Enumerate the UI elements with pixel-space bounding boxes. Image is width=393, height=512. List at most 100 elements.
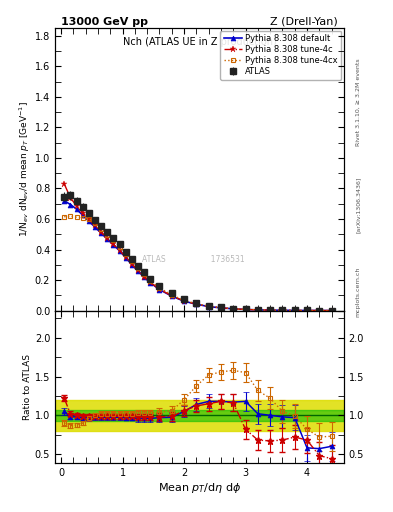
X-axis label: Mean $p_{T}$/d$\eta$ d$\phi$: Mean $p_{T}$/d$\eta$ d$\phi$	[158, 481, 241, 495]
Pythia 8.308 default	[292, 307, 297, 313]
Pythia 8.308 tune-4c	[68, 195, 73, 201]
Pythia 8.308 default	[136, 268, 140, 274]
Pythia 8.308 tune-4c	[255, 307, 260, 313]
Pythia 8.308 tune-4c	[93, 222, 97, 228]
Pythia 8.308 tune-4cx	[86, 216, 91, 222]
Pythia 8.308 tune-4cx	[317, 307, 321, 313]
Pythia 8.308 tune-4cx	[117, 243, 122, 249]
Pythia 8.308 default	[268, 307, 272, 313]
Pythia 8.308 tune-4cx	[148, 278, 152, 284]
Pythia 8.308 tune-4cx	[93, 220, 97, 226]
Pythia 8.308 tune-4c	[62, 181, 66, 187]
Line: Pythia 8.308 tune-4c: Pythia 8.308 tune-4c	[61, 180, 335, 314]
Pythia 8.308 default	[157, 287, 162, 293]
Pythia 8.308 default	[62, 198, 66, 204]
Pythia 8.308 default	[148, 280, 152, 286]
Text: Nch (ATLAS UE in Z production): Nch (ATLAS UE in Z production)	[123, 37, 276, 47]
Pythia 8.308 tune-4cx	[243, 306, 248, 312]
Pythia 8.308 tune-4c	[329, 308, 334, 314]
Pythia 8.308 tune-4c	[105, 235, 110, 241]
Pythia 8.308 tune-4c	[268, 307, 272, 313]
Pythia 8.308 default	[231, 306, 236, 312]
Pythia 8.308 default	[68, 201, 73, 207]
Pythia 8.308 tune-4cx	[268, 307, 272, 313]
Pythia 8.308 default	[93, 224, 97, 230]
Y-axis label: 1/N$_{ev}$ dN$_{ev}$/d mean $p_{T}$ [GeV$^{-1}$]: 1/N$_{ev}$ dN$_{ev}$/d mean $p_{T}$ [GeV…	[18, 101, 32, 238]
Pythia 8.308 tune-4cx	[206, 303, 211, 309]
Pythia 8.308 default	[280, 307, 285, 313]
Pythia 8.308 tune-4c	[243, 306, 248, 312]
Pythia 8.308 tune-4cx	[231, 306, 236, 312]
Pythia 8.308 tune-4cx	[142, 271, 147, 278]
Pythia 8.308 tune-4c	[142, 274, 147, 280]
Pythia 8.308 tune-4cx	[105, 231, 110, 238]
Legend: Pythia 8.308 default, Pythia 8.308 tune-4c, Pythia 8.308 tune-4cx, ATLAS: Pythia 8.308 default, Pythia 8.308 tune-…	[220, 31, 342, 79]
Pythia 8.308 tune-4cx	[219, 305, 223, 311]
Pythia 8.308 tune-4cx	[280, 307, 285, 313]
Pythia 8.308 tune-4c	[231, 306, 236, 312]
Pythia 8.308 default	[142, 274, 147, 280]
Pythia 8.308 default	[243, 306, 248, 312]
Pythia 8.308 default	[206, 304, 211, 310]
Y-axis label: Ratio to ATLAS: Ratio to ATLAS	[23, 354, 32, 420]
Pythia 8.308 default	[117, 248, 122, 254]
Pythia 8.308 tune-4c	[206, 303, 211, 309]
Pythia 8.308 tune-4c	[280, 307, 285, 313]
Pythia 8.308 default	[111, 242, 116, 248]
Pythia 8.308 tune-4c	[117, 247, 122, 253]
Pythia 8.308 default	[182, 298, 186, 304]
Pythia 8.308 default	[129, 262, 134, 268]
Pythia 8.308 tune-4c	[86, 216, 91, 222]
Pythia 8.308 tune-4c	[123, 254, 128, 260]
Pythia 8.308 tune-4cx	[169, 292, 174, 298]
Pythia 8.308 tune-4cx	[136, 265, 140, 271]
Pythia 8.308 tune-4c	[129, 261, 134, 267]
Pythia 8.308 tune-4cx	[129, 258, 134, 264]
Pythia 8.308 default	[169, 293, 174, 299]
Pythia 8.308 tune-4cx	[80, 215, 85, 221]
Text: [arXiv:1306.3436]: [arXiv:1306.3436]	[356, 177, 361, 233]
Pythia 8.308 tune-4cx	[99, 225, 103, 231]
Pythia 8.308 tune-4c	[148, 280, 152, 286]
Pythia 8.308 tune-4cx	[62, 214, 66, 220]
Pythia 8.308 tune-4cx	[157, 285, 162, 291]
Pythia 8.308 tune-4c	[194, 301, 199, 307]
Pythia 8.308 tune-4c	[111, 241, 116, 247]
Pythia 8.308 tune-4c	[305, 307, 309, 313]
Pythia 8.308 tune-4cx	[74, 214, 79, 220]
Pythia 8.308 tune-4c	[292, 307, 297, 313]
Pythia 8.308 tune-4c	[99, 229, 103, 235]
Pythia 8.308 tune-4cx	[68, 213, 73, 219]
Pythia 8.308 default	[80, 212, 85, 218]
Pythia 8.308 tune-4c	[169, 293, 174, 299]
Pythia 8.308 default	[123, 254, 128, 261]
Pythia 8.308 default	[99, 230, 103, 236]
Pythia 8.308 default	[105, 236, 110, 242]
Pythia 8.308 default	[305, 307, 309, 313]
Pythia 8.308 default	[317, 307, 321, 313]
Text: ATLAS                   1736531: ATLAS 1736531	[142, 255, 245, 264]
Pythia 8.308 tune-4cx	[182, 297, 186, 304]
Pythia 8.308 default	[74, 206, 79, 212]
Pythia 8.308 default	[194, 301, 199, 307]
Line: Pythia 8.308 tune-4cx: Pythia 8.308 tune-4cx	[62, 214, 334, 313]
Pythia 8.308 tune-4cx	[255, 307, 260, 313]
Pythia 8.308 tune-4cx	[194, 301, 199, 307]
Text: mcplots.cern.ch: mcplots.cern.ch	[356, 267, 361, 317]
Pythia 8.308 default	[86, 218, 91, 224]
Pythia 8.308 tune-4c	[182, 298, 186, 304]
Pythia 8.308 tune-4cx	[329, 308, 334, 314]
Pythia 8.308 default	[255, 307, 260, 313]
Pythia 8.308 tune-4cx	[305, 307, 309, 313]
Pythia 8.308 default	[219, 305, 223, 311]
Pythia 8.308 tune-4c	[219, 305, 223, 311]
Pythia 8.308 default	[329, 308, 334, 314]
Pythia 8.308 tune-4cx	[111, 238, 116, 244]
Pythia 8.308 tune-4c	[80, 209, 85, 216]
Text: Z (Drell-Yan): Z (Drell-Yan)	[270, 17, 338, 27]
Pythia 8.308 tune-4c	[317, 307, 321, 313]
Pythia 8.308 tune-4c	[136, 267, 140, 273]
Pythia 8.308 tune-4c	[74, 203, 79, 209]
Text: 13000 GeV pp: 13000 GeV pp	[61, 17, 148, 27]
Line: Pythia 8.308 default: Pythia 8.308 default	[62, 198, 334, 313]
